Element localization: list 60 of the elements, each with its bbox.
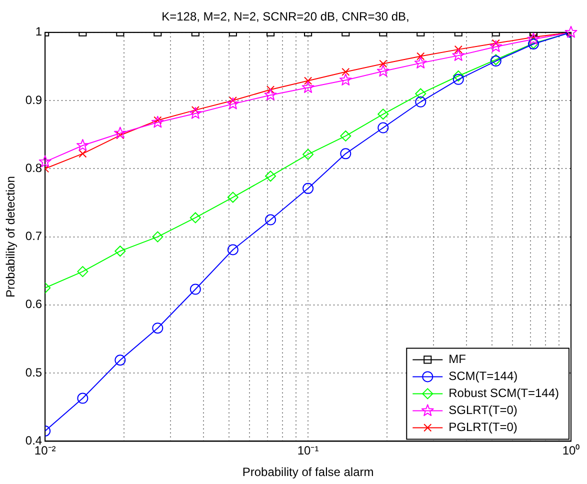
point <box>190 212 201 224</box>
point <box>77 266 88 278</box>
point <box>564 26 578 38</box>
point <box>378 122 389 134</box>
point <box>339 74 352 86</box>
x-tick-label: 10⁻² <box>34 444 56 458</box>
point <box>114 354 126 366</box>
point <box>415 88 426 100</box>
point <box>227 244 238 256</box>
legend-label: SCM(T=144) <box>448 369 518 384</box>
point <box>151 116 164 128</box>
point <box>76 139 89 151</box>
y-axis-title: Probability of detection <box>4 176 18 298</box>
chart-title: K=128, M=2, N=2, SCNR=20 dB, CNR=30 dB, <box>162 10 410 24</box>
legend-label: Robust SCM(T=144) <box>448 386 560 400</box>
point <box>190 284 201 295</box>
point <box>379 60 388 68</box>
point <box>266 86 275 94</box>
point <box>490 40 502 52</box>
point <box>342 68 350 76</box>
point <box>77 392 88 404</box>
point <box>302 81 314 93</box>
legend-label: SGLRT(T=0) <box>448 403 518 418</box>
y-tick-label: 0.6 <box>25 297 42 312</box>
point <box>152 231 164 242</box>
point <box>302 182 314 194</box>
legend-label: MF <box>448 352 466 366</box>
point <box>376 64 390 77</box>
y-tick-label: 0.9 <box>25 92 42 107</box>
y-tick-label: 1 <box>35 24 42 39</box>
point <box>78 150 87 158</box>
legend-label: PGLRT(T=0) <box>448 420 518 434</box>
x-axis-title: Probability of false alarm <box>242 465 374 480</box>
point <box>454 45 462 54</box>
point <box>340 130 352 142</box>
y-tick-label: 0.5 <box>25 365 42 380</box>
y-tick-label: 0.7 <box>25 229 42 244</box>
point <box>452 74 464 85</box>
point <box>114 126 126 139</box>
point <box>452 70 464 82</box>
point <box>452 49 465 61</box>
point <box>302 148 314 160</box>
y-tick-label: 0.8 <box>25 160 42 175</box>
point <box>527 32 540 45</box>
point <box>114 246 126 257</box>
point <box>264 88 277 100</box>
point <box>378 108 389 120</box>
point <box>189 106 202 119</box>
point <box>414 56 427 68</box>
point <box>340 148 352 160</box>
point <box>152 322 164 334</box>
x-tick-label: 10⁻¹ <box>297 444 319 458</box>
point <box>416 52 425 60</box>
point <box>415 96 426 108</box>
x-tick-label: 10⁰ <box>562 444 580 458</box>
point <box>265 214 276 226</box>
point <box>226 97 240 110</box>
point <box>265 170 276 182</box>
point <box>304 76 312 85</box>
point <box>227 192 238 203</box>
